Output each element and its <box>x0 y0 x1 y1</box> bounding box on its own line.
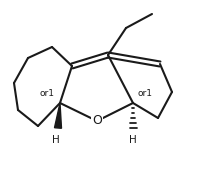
Text: or1: or1 <box>137 89 152 99</box>
Text: H: H <box>129 135 137 145</box>
Text: O: O <box>92 115 102 127</box>
Text: or1: or1 <box>40 89 55 99</box>
Polygon shape <box>54 103 62 128</box>
Text: H: H <box>52 135 60 145</box>
